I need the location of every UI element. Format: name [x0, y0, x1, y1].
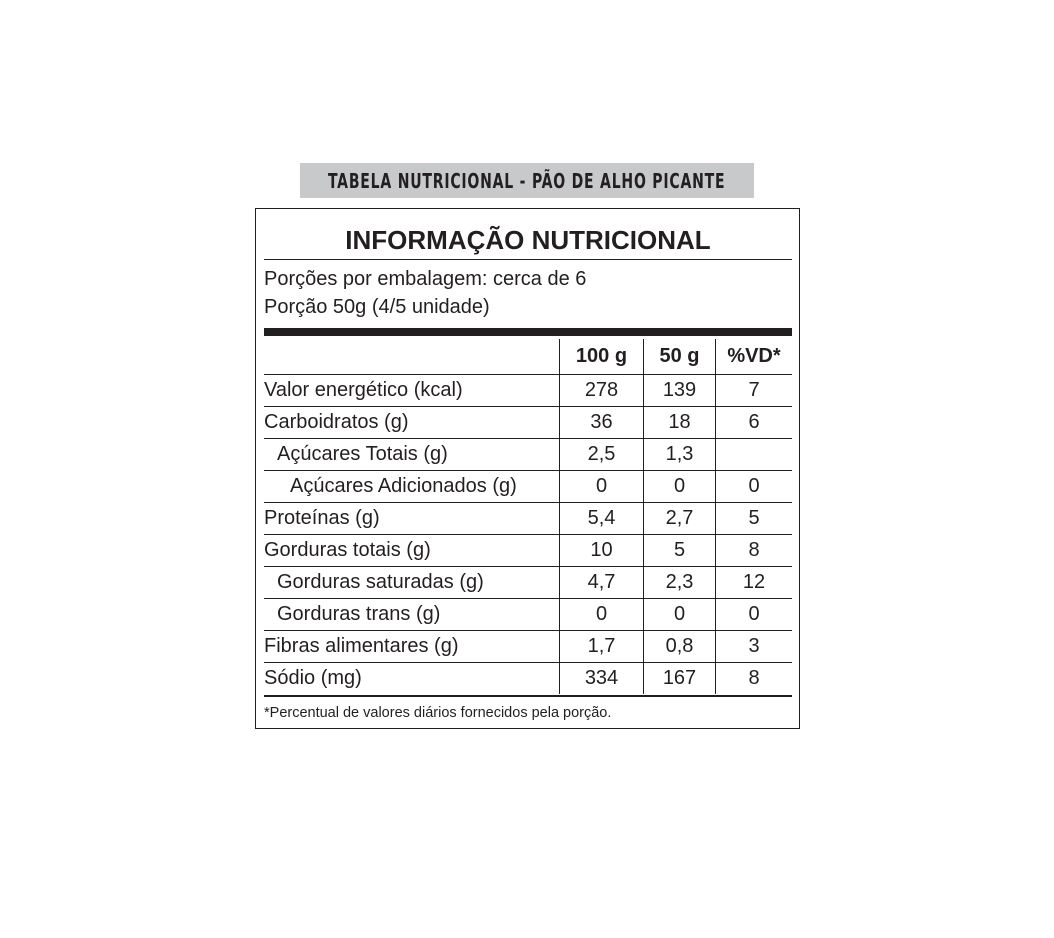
nutrient-label: Valor energético (kcal) — [264, 374, 560, 407]
column-header: 50 g — [643, 339, 716, 375]
nutrition-table: 100 g 50 g %VD* Valor energético (kcal) 2… — [264, 339, 792, 694]
nutrient-value: 3 — [715, 630, 792, 663]
table-row: Valor energético (kcal) 278 139 7 — [264, 374, 792, 407]
nutrient-label: Carboidratos (g) — [264, 406, 560, 439]
nutrient-value: 2,3 — [643, 566, 716, 599]
table-row: Carboidratos (g) 36 18 6 — [264, 406, 792, 439]
nutrient-value: 0 — [643, 598, 716, 631]
nutrient-label: Sódio (mg) — [264, 667, 362, 689]
nutrient-value: 36 — [559, 406, 644, 439]
nutrient-label: Proteínas (g) — [264, 502, 560, 535]
nutrient-value: 1,3 — [643, 438, 716, 471]
table-row: Gorduras saturadas (g) 4,7 2,3 12 — [264, 566, 792, 599]
nutrient-value: 5 — [715, 502, 792, 535]
nutrient-value: 334 — [559, 662, 644, 694]
nutrient-value: 12 — [715, 566, 792, 599]
nutrient-value: 7 — [715, 374, 792, 407]
table-row: Sódio (mg) 334 167 8 — [264, 662, 792, 694]
serving-size: Porção 50g (4/5 unidade) — [264, 296, 490, 318]
nutrient-value: 278 — [559, 374, 644, 407]
column-header: %VD* — [715, 339, 792, 375]
thick-divider — [264, 328, 792, 336]
nutrient-value: 0 — [559, 598, 644, 631]
nutrient-value: 18 — [643, 406, 716, 439]
table-row: Açúcares Adicionados (g) 0 0 0 — [264, 470, 792, 503]
nutrient-value: 2,7 — [643, 502, 716, 535]
banner-title: TABELA NUTRICIONAL - PÃO DE ALHO PICANTE — [328, 168, 726, 193]
table-row: Proteínas (g) 5,4 2,7 5 — [264, 502, 792, 535]
nutrient-value: 0 — [559, 470, 644, 503]
nutrient-value: 8 — [715, 534, 792, 567]
table-banner: TABELA NUTRICIONAL - PÃO DE ALHO PICANTE — [300, 163, 754, 198]
nutrient-label: Gorduras trans (g) — [264, 598, 560, 631]
bottom-divider — [264, 695, 792, 697]
column-header: 100 g — [559, 339, 644, 375]
table-row: Gorduras totais (g) 10 5 8 — [264, 534, 792, 567]
nutrient-value: 8 — [715, 662, 792, 694]
nutrient-label: Açúcares Adicionados (g) — [264, 470, 560, 503]
nutrient-label: Açúcares Totais (g) — [264, 438, 560, 471]
nutrient-label: Gorduras saturadas (g) — [264, 566, 560, 599]
nutrition-facts-box: INFORMAÇÃO NUTRICIONAL Porções por embal… — [255, 208, 800, 729]
nutrient-value — [715, 438, 792, 471]
table-row: Fibras alimentares (g) 1,7 0,8 3 — [264, 630, 792, 663]
nutrient-value: 0 — [715, 598, 792, 631]
nutrient-label: Gorduras totais (g) — [264, 534, 560, 567]
servings-per-package: Porções por embalagem: cerca de 6 — [264, 268, 587, 290]
nutrient-label: Fibras alimentares (g) — [264, 630, 560, 663]
nutrition-title: INFORMAÇÃO NUTRICIONAL — [345, 225, 711, 255]
nutrient-value: 1,7 — [559, 630, 644, 663]
nutrient-value: 5 — [643, 534, 716, 567]
divider — [264, 259, 792, 260]
nutrient-value: 0 — [715, 470, 792, 503]
nutrient-value: 10 — [559, 534, 644, 567]
nutrient-value: 6 — [715, 406, 792, 439]
nutrient-value: 139 — [643, 374, 716, 407]
nutrient-value: 5,4 — [559, 502, 644, 535]
table-row: Açúcares Totais (g) 2,5 1,3 — [264, 438, 792, 471]
nutrient-value: 0,8 — [643, 630, 716, 663]
table-header-row: 100 g 50 g %VD* — [264, 339, 792, 375]
nutrient-value: 2,5 — [559, 438, 644, 471]
nutrient-value: 167 — [643, 662, 716, 694]
table-row: Gorduras trans (g) 0 0 0 — [264, 598, 792, 631]
nutrient-value: 0 — [643, 470, 716, 503]
nutrient-value: 4,7 — [559, 566, 644, 599]
footnote: *Percentual de valores diários fornecido… — [264, 705, 612, 721]
